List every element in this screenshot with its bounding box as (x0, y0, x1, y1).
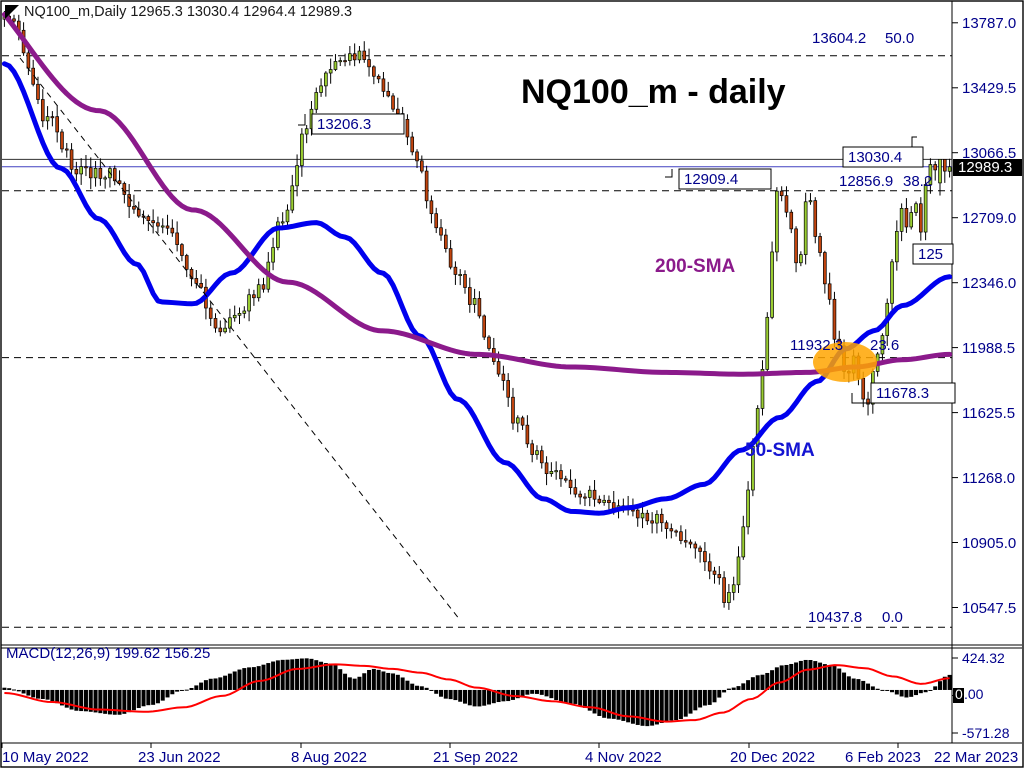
svg-text:10547.5: 10547.5 (962, 600, 1016, 617)
svg-text:13030.4: 13030.4 (848, 149, 902, 166)
svg-text:4 Nov 2022: 4 Nov 2022 (585, 749, 662, 766)
svg-text:22 Mar 2023: 22 Mar 2023 (934, 749, 1018, 766)
svg-text:125: 125 (918, 246, 943, 263)
svg-text:-571.28: -571.28 (962, 725, 1010, 741)
svg-text:12346.0: 12346.0 (962, 275, 1016, 292)
svg-text:12909.4: 12909.4 (684, 171, 738, 188)
svg-text:11932.3: 11932.3 (790, 337, 843, 354)
svg-text:11678.3: 11678.3 (876, 385, 929, 402)
svg-text:23.6: 23.6 (870, 337, 899, 354)
svg-text:13429.5: 13429.5 (962, 80, 1016, 97)
svg-text:8 Aug 2022: 8 Aug 2022 (291, 749, 367, 766)
svg-text:0: 0 (955, 686, 963, 702)
svg-text:50.0: 50.0 (885, 30, 914, 47)
svg-text:.00: .00 (964, 686, 984, 702)
svg-text:12989.3: 12989.3 (958, 159, 1012, 176)
svg-text:0.0: 0.0 (882, 609, 903, 626)
svg-text:21 Sep 2022: 21 Sep 2022 (433, 749, 518, 766)
svg-text:20 Dec 2022: 20 Dec 2022 (730, 749, 815, 766)
svg-text:13206.3: 13206.3 (317, 116, 371, 133)
svg-text:11625.5: 11625.5 (962, 405, 1015, 422)
svg-text:38.2: 38.2 (903, 173, 932, 190)
svg-text:13787.0: 13787.0 (962, 15, 1016, 32)
svg-text:MACD(12,26,9) 199.62 156.25: MACD(12,26,9) 199.62 156.25 (6, 645, 210, 662)
svg-text:10 May 2022: 10 May 2022 (2, 749, 89, 766)
svg-text:13604.2: 13604.2 (812, 30, 866, 47)
svg-text:11268.0: 11268.0 (962, 470, 1015, 487)
svg-text:23 Jun 2022: 23 Jun 2022 (138, 749, 221, 766)
svg-text:12709.0: 12709.0 (962, 210, 1016, 227)
svg-text:10437.8: 10437.8 (808, 609, 862, 626)
svg-text:12856.9: 12856.9 (839, 173, 893, 190)
svg-text:6 Feb 2023: 6 Feb 2023 (845, 749, 921, 766)
svg-text:200-SMA: 200-SMA (655, 256, 736, 277)
svg-text:NQ100_m,Daily 12965.3 13030.: NQ100_m,Daily 12965.3 13030.4 12964.4 12… (24, 4, 352, 20)
svg-text:424.32: 424.32 (962, 650, 1005, 666)
svg-text:NQ100_m - daily: NQ100_m - daily (521, 73, 786, 111)
svg-text:10905.0: 10905.0 (962, 535, 1016, 552)
svg-text:11988.5: 11988.5 (962, 340, 1015, 357)
svg-text:50-SMA: 50-SMA (745, 440, 815, 461)
